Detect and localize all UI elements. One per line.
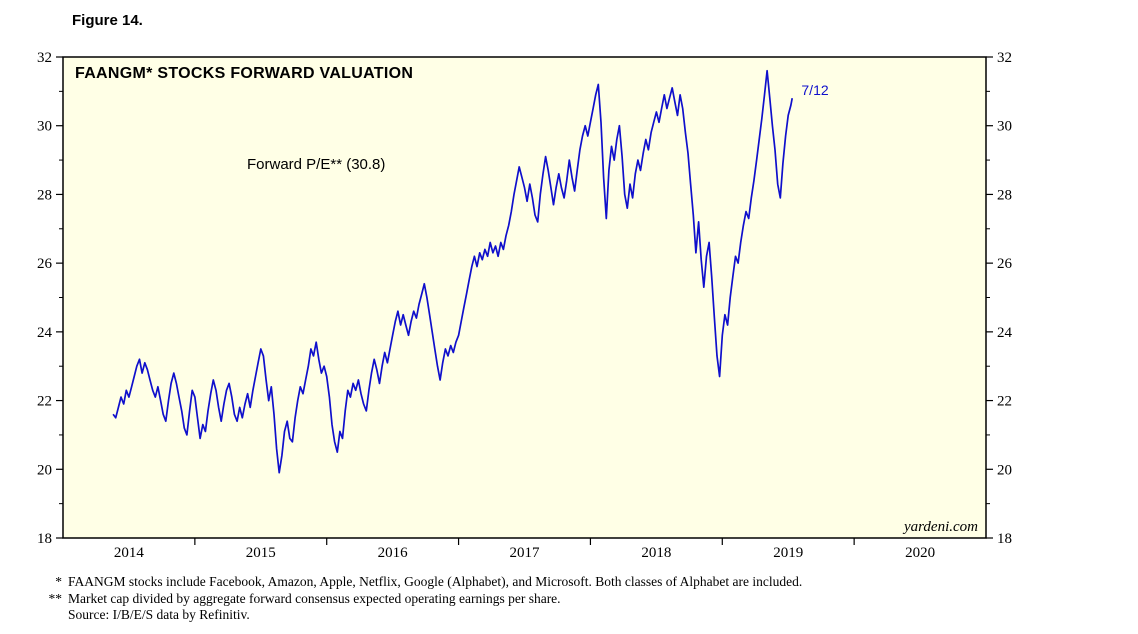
y-tick-label-right: 32 xyxy=(997,50,1012,66)
y-tick-label-left: 22 xyxy=(37,394,52,410)
chart-title: FAANGM* STOCKS FORWARD VALUATION xyxy=(75,65,413,82)
x-tick-label: 2018 xyxy=(641,545,671,561)
footnote-text: FAANGM stocks include Facebook, Amazon, … xyxy=(68,574,803,589)
x-tick-label: 2017 xyxy=(510,545,541,561)
plot-area xyxy=(63,57,986,538)
x-tick-label: 2020 xyxy=(905,545,935,561)
y-tick-label-left: 32 xyxy=(37,50,52,66)
series-line xyxy=(112,69,794,474)
footnote-marker xyxy=(40,607,62,624)
y-tick-label-right: 20 xyxy=(997,462,1012,478)
footnote-text: Source: I/B/E/S data by Refinitiv. xyxy=(68,607,250,622)
y-tick-label-right: 26 xyxy=(997,256,1013,272)
x-tick-label: 2015 xyxy=(246,545,276,561)
plot-border xyxy=(62,56,987,539)
y-tick-label-left: 18 xyxy=(37,531,52,547)
watermark: yardeni.com xyxy=(902,519,978,535)
footnotes: * FAANGM stocks include Facebook, Amazon… xyxy=(40,574,1110,624)
figure-label: Figure 14. xyxy=(72,12,143,29)
y-tick-label-right: 24 xyxy=(997,325,1013,341)
footnote-row: * FAANGM stocks include Facebook, Amazon… xyxy=(40,574,1110,591)
footnote-text: Market cap divided by aggregate forward … xyxy=(68,590,561,606)
y-tick-label-left: 20 xyxy=(37,462,52,478)
x-tick-label: 2014 xyxy=(114,545,145,561)
footnote-row: ** Market cap divided by aggregate forwa… xyxy=(40,591,1110,608)
footnote-row: Source: I/B/E/S data by Refinitiv. xyxy=(40,607,1110,624)
x-tick-label: 2019 xyxy=(773,545,803,561)
x-tick-label: 2016 xyxy=(378,545,409,561)
end-date-label: 7/12 xyxy=(801,82,828,98)
y-tick-label-right: 18 xyxy=(997,531,1012,547)
footnote-marker: ** xyxy=(48,590,63,606)
y-tick-label-right: 22 xyxy=(997,394,1012,410)
footnote-marker: * xyxy=(55,574,62,589)
y-tick-label-right: 28 xyxy=(997,187,1012,203)
y-tick-label-left: 28 xyxy=(37,187,52,203)
y-tick-label-left: 26 xyxy=(37,256,53,272)
y-tick-label-left: 24 xyxy=(37,325,53,341)
y-tick-label-left: 30 xyxy=(37,119,52,135)
series-annotation: Forward P/E** (30.8) xyxy=(247,156,385,173)
y-tick-label-right: 30 xyxy=(997,119,1012,135)
